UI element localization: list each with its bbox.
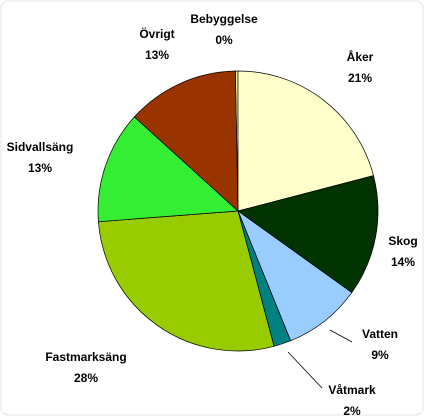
slice-label: Bebyggelse xyxy=(190,12,258,26)
pie-slice xyxy=(237,175,379,294)
slice-label: Vatten xyxy=(362,327,398,341)
leader-line xyxy=(329,329,353,343)
slice-label: Övrigt xyxy=(139,26,174,41)
slice-value-label: 14% xyxy=(391,255,415,269)
pie-slice xyxy=(133,70,239,212)
slice-label: Skog xyxy=(388,234,417,248)
leader-line xyxy=(287,351,323,389)
slice-value-label: 13% xyxy=(145,48,169,62)
slice-value-label: 9% xyxy=(371,348,389,362)
slice-value-label: 21% xyxy=(348,71,372,85)
slice-value-label: 0% xyxy=(215,33,233,47)
slice-label: Fastmarksäng xyxy=(45,350,126,364)
slice-label: Åker xyxy=(347,49,374,64)
slice-label: Sidvallsäng xyxy=(7,140,74,154)
slice-value-label: 2% xyxy=(343,404,361,416)
pie-slice xyxy=(97,116,239,223)
pie-slice xyxy=(237,210,353,342)
slice-value-label: 13% xyxy=(28,161,52,175)
pie-slice xyxy=(237,70,374,212)
slice-value-label: 28% xyxy=(74,371,98,385)
pie-slice xyxy=(98,210,275,352)
slice-label: Våtmark xyxy=(328,383,376,397)
